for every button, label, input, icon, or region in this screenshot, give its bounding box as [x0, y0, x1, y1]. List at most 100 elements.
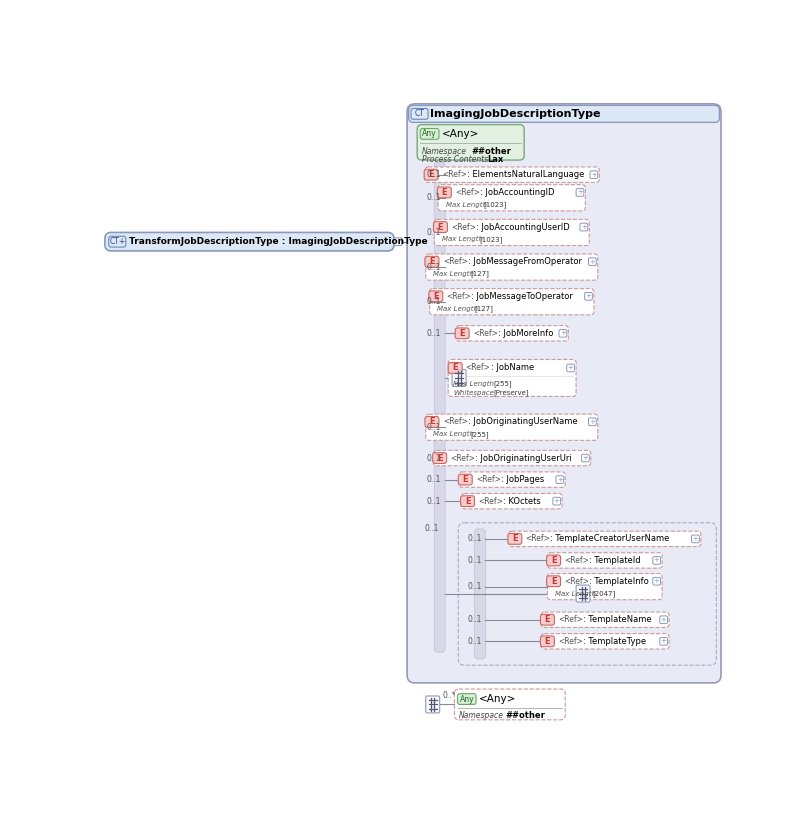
Text: E: E — [551, 556, 557, 565]
FancyBboxPatch shape — [556, 475, 564, 484]
Text: : ElementsNaturalLanguage: : ElementsNaturalLanguage — [467, 170, 584, 179]
Text: Any: Any — [460, 694, 474, 703]
Text: CT+: CT+ — [109, 237, 125, 246]
FancyBboxPatch shape — [426, 696, 440, 713]
Text: Max Length: Max Length — [452, 381, 494, 387]
Text: [2047]: [2047] — [592, 590, 616, 597]
Text: : TemplateCreatorUserName: : TemplateCreatorUserName — [550, 534, 670, 544]
Text: Namespace: Namespace — [422, 147, 467, 156]
Text: +: + — [654, 558, 659, 563]
Text: : JobMessageToOperator: : JobMessageToOperator — [471, 292, 574, 301]
Text: 0..1: 0..1 — [467, 556, 482, 565]
Text: <Ref>: <Ref> — [443, 257, 468, 266]
Text: : TemplateId: : TemplateId — [589, 556, 641, 565]
Text: Max Length: Max Length — [555, 590, 596, 597]
FancyBboxPatch shape — [541, 612, 669, 628]
Text: : JobMoreInfo: : JobMoreInfo — [498, 329, 553, 338]
FancyBboxPatch shape — [653, 577, 661, 585]
Text: 0..1: 0..1 — [467, 582, 482, 591]
Text: +: + — [654, 578, 659, 584]
FancyBboxPatch shape — [547, 574, 662, 600]
Text: : JobAccountingUserID: : JobAccountingUserID — [476, 222, 570, 231]
Text: Max Length: Max Length — [437, 305, 478, 312]
FancyBboxPatch shape — [459, 472, 566, 488]
FancyBboxPatch shape — [434, 219, 589, 246]
FancyBboxPatch shape — [420, 129, 439, 139]
Text: E: E — [437, 453, 443, 462]
Text: E: E — [433, 292, 439, 301]
FancyBboxPatch shape — [590, 171, 598, 178]
Text: <Ref>: <Ref> — [526, 534, 550, 544]
FancyBboxPatch shape — [105, 233, 394, 251]
Text: E: E — [545, 615, 550, 624]
FancyBboxPatch shape — [660, 616, 667, 624]
FancyBboxPatch shape — [437, 187, 452, 198]
Text: 0..1: 0..1 — [427, 453, 441, 462]
FancyBboxPatch shape — [407, 104, 721, 683]
Text: : TemplateType: : TemplateType — [583, 637, 646, 646]
Text: <Ref>: <Ref> — [476, 475, 501, 484]
Text: : TemplateName: : TemplateName — [583, 615, 652, 624]
FancyBboxPatch shape — [433, 221, 448, 233]
Text: +: + — [577, 190, 583, 195]
Text: 0..1: 0..1 — [427, 228, 441, 237]
Text: ##other: ##other — [506, 711, 545, 720]
Text: [255]: [255] — [493, 381, 511, 387]
FancyBboxPatch shape — [588, 258, 596, 265]
FancyBboxPatch shape — [438, 185, 585, 211]
FancyBboxPatch shape — [547, 553, 662, 568]
Text: +: + — [692, 536, 698, 542]
Text: +: + — [583, 455, 588, 461]
Text: +: + — [568, 365, 574, 371]
Text: <Ref>: <Ref> — [565, 577, 589, 586]
Text: +: + — [553, 498, 560, 504]
Text: 0..1: 0..1 — [427, 170, 441, 179]
FancyBboxPatch shape — [585, 292, 592, 300]
FancyBboxPatch shape — [653, 557, 661, 564]
Text: E: E — [429, 257, 435, 266]
FancyBboxPatch shape — [109, 236, 126, 247]
FancyBboxPatch shape — [425, 417, 439, 427]
Text: E: E — [545, 637, 550, 646]
Text: ImagingJobDescriptionType: ImagingJobDescriptionType — [431, 109, 601, 119]
Text: E: E — [551, 577, 557, 586]
Text: [127]: [127] — [474, 305, 494, 312]
Text: <Ref>: <Ref> — [451, 453, 475, 462]
FancyBboxPatch shape — [559, 330, 566, 337]
Text: [1023]: [1023] — [483, 201, 507, 208]
Text: 0..1: 0..1 — [427, 497, 441, 505]
Text: <Ref>: <Ref> — [443, 418, 468, 427]
FancyBboxPatch shape — [452, 370, 466, 387]
FancyBboxPatch shape — [576, 189, 584, 196]
Text: +: + — [589, 259, 595, 265]
FancyBboxPatch shape — [411, 108, 428, 119]
FancyBboxPatch shape — [430, 289, 594, 315]
Text: : JobOriginatingUserUri: : JobOriginatingUserUri — [475, 453, 572, 462]
FancyBboxPatch shape — [582, 454, 589, 462]
Text: <Ref>: <Ref> — [558, 615, 583, 624]
FancyBboxPatch shape — [541, 633, 669, 649]
Text: <Ref>: <Ref> — [565, 556, 589, 565]
Text: Namespace: Namespace — [459, 711, 504, 720]
FancyBboxPatch shape — [692, 535, 699, 543]
FancyBboxPatch shape — [433, 453, 447, 463]
Text: 0..1: 0..1 — [427, 422, 441, 431]
Text: <Ref>: <Ref> — [452, 222, 476, 231]
FancyBboxPatch shape — [474, 529, 486, 659]
Text: CT: CT — [415, 109, 424, 118]
Text: ##other: ##other — [471, 147, 511, 156]
Text: <Any>: <Any> — [479, 694, 516, 704]
FancyBboxPatch shape — [566, 364, 574, 372]
FancyBboxPatch shape — [433, 450, 591, 466]
FancyBboxPatch shape — [417, 125, 524, 160]
Text: 0..1: 0..1 — [427, 329, 441, 338]
FancyBboxPatch shape — [553, 497, 561, 505]
Text: +: + — [586, 293, 591, 300]
Text: : JobAccountingID: : JobAccountingID — [480, 188, 554, 197]
Text: 0..1: 0..1 — [427, 193, 441, 203]
FancyBboxPatch shape — [547, 575, 561, 587]
Text: : JobName: : JobName — [490, 363, 534, 373]
Text: +: + — [661, 638, 667, 645]
Text: TransformJobDescriptionType : ImagingJobDescriptionType: TransformJobDescriptionType : ImagingJob… — [129, 237, 427, 246]
Text: +: + — [589, 419, 595, 425]
